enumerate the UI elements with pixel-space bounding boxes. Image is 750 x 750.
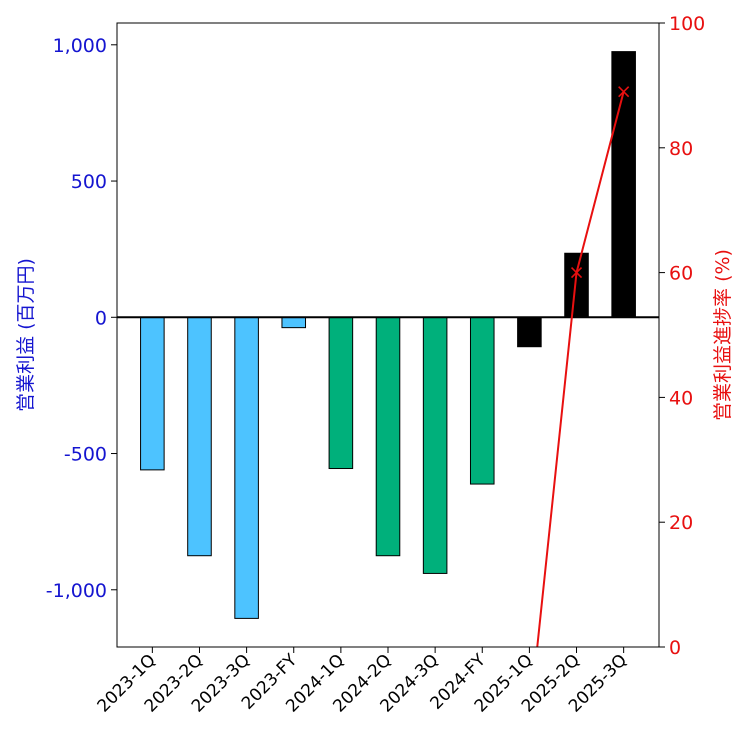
left-tick-label: 1,000 (53, 35, 107, 57)
bar-2024-FY (469, 316, 495, 485)
left-tick-label: 500 (71, 171, 107, 193)
y-axis-label: 営業利益 (百万円) (15, 258, 37, 412)
bar-2023-2Q (187, 316, 212, 557)
y2-axis-label: 営業利益進捗率 (%) (712, 249, 734, 421)
progress-rate-line (536, 91, 625, 647)
right-axis: 0 20 40 60 80 100 (659, 13, 705, 659)
bar-2023-FY (281, 316, 307, 329)
right-tick-label: 0 (669, 637, 681, 659)
bar-2025-2Q (564, 252, 589, 318)
bar-2024-1Q (328, 316, 354, 470)
bar-2024-2Q (375, 316, 401, 557)
right-tick-label: 80 (669, 138, 693, 160)
right-tick-label: 100 (669, 13, 705, 35)
bar-2023-3Q (234, 316, 259, 619)
x-axis: 2023-1Q2023-2Q2023-3Q2023-FY2024-1Q2024-… (94, 647, 631, 717)
bars-layer (140, 51, 636, 619)
progress-marker-2025-3Q (618, 86, 630, 98)
bar-2023-1Q (140, 316, 165, 471)
left-tick-label: -500 (64, 444, 107, 466)
left-tick-label: -1,000 (46, 580, 107, 602)
right-tick-label: 20 (669, 512, 693, 534)
right-tick-label: 60 (669, 263, 693, 285)
progress-marker-2025-2Q (570, 267, 583, 279)
left-axis: -1,000 -500 0 500 1,000 (46, 35, 117, 602)
bar-2025-1Q (517, 316, 542, 348)
left-tick-label: 0 (95, 307, 107, 329)
right-tick-label: 40 (669, 387, 693, 409)
bar-2024-3Q (422, 316, 448, 574)
progress-line-layer (536, 86, 630, 647)
